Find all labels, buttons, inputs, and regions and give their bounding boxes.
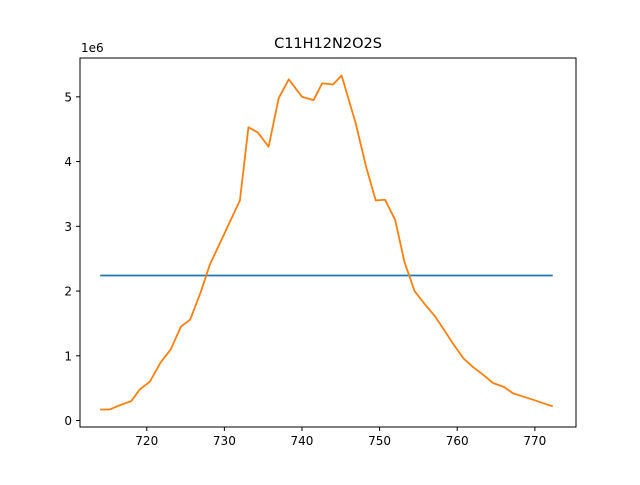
x-tick-label: 730 (213, 434, 236, 448)
y-tick-label: 0 (64, 414, 72, 428)
y-tick-label: 1 (64, 349, 72, 363)
chart-title: C11H12N2O2S (274, 36, 382, 52)
x-tick-label: 740 (291, 434, 314, 448)
y-tick-label: 3 (64, 220, 72, 234)
x-tick-label: 760 (446, 434, 469, 448)
x-tick-label: 750 (368, 434, 391, 448)
y-scale-label: 1e6 (81, 41, 104, 55)
y-tick-label: 4 (64, 155, 72, 169)
plot-frame (80, 58, 576, 427)
x-tick-label: 770 (523, 434, 546, 448)
series-line-1 (100, 75, 553, 409)
y-tick-label: 2 (64, 285, 72, 299)
x-tick-label: 720 (135, 434, 158, 448)
y-tick-label: 5 (64, 90, 72, 104)
series-1 (100, 75, 553, 409)
